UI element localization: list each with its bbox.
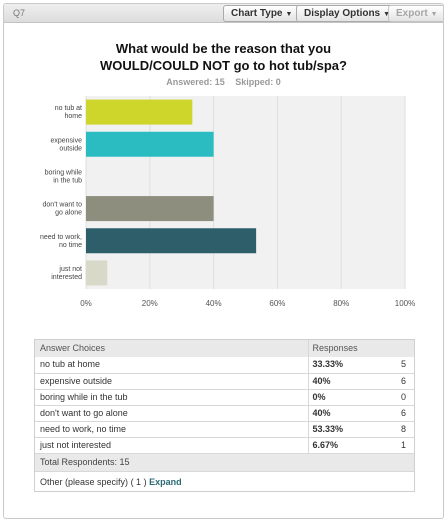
- table-row: just not interested 6.67% 1: [35, 437, 414, 453]
- table-header: Answer Choices Responses: [35, 340, 414, 357]
- bar[interactable]: [86, 99, 193, 125]
- answered-count: Answered: 15: [166, 77, 225, 87]
- question-panel: Q7 Chart Type ▼ Display Options ▼ Export ▼ …: [3, 3, 444, 519]
- responses-table: Answer Choices Responses no tub at home 3…: [34, 339, 415, 492]
- chevron-down-icon: ▼: [383, 11, 391, 18]
- answer-choice: expensive outside: [35, 374, 309, 389]
- response-count: 0: [400, 392, 406, 402]
- x-tick-label: 100%: [395, 299, 415, 308]
- table-row: expensive outside 40% 6: [35, 373, 414, 389]
- answer-choice: need to work, no time: [35, 422, 309, 437]
- response-stats: Answered: 15 Skipped: 0: [4, 77, 443, 87]
- bar[interactable]: [86, 260, 108, 286]
- category-label: just not interested: [51, 266, 82, 281]
- bar[interactable]: [86, 228, 257, 254]
- response-percent: 53.33%: [312, 424, 344, 434]
- export-label: Export: [396, 8, 428, 19]
- response-percent: 0%: [312, 392, 326, 402]
- x-tick-label: 60%: [269, 299, 285, 308]
- bar[interactable]: [86, 131, 214, 157]
- total-respondents: Total Respondents: 15: [40, 457, 130, 467]
- table-row: boring while in the tub 0% 0: [35, 389, 414, 405]
- response-count: 5: [400, 359, 406, 369]
- category-label: need to work, no time: [40, 234, 82, 249]
- response-percent: 33.33%: [312, 359, 344, 369]
- answer-choice: no tub at home: [35, 357, 309, 373]
- responses-header: Responses: [312, 343, 358, 353]
- other-count: ( 1 ): [130, 477, 147, 487]
- x-tick-label: 0%: [80, 299, 92, 308]
- answer-choice: just not interested: [35, 438, 309, 453]
- category-label: expensive outside: [50, 137, 82, 152]
- export-button[interactable]: Export ▼: [388, 5, 443, 22]
- answer-choice: boring while in the tub: [35, 390, 309, 405]
- category-label: don't want to go alone: [43, 202, 83, 217]
- other-label: Other (please specify): [40, 477, 129, 487]
- bar-chart: 0% 20% 40% 60% 80% 100% no tub at home expensive…: [40, 96, 415, 308]
- response-count: 6: [400, 408, 406, 418]
- x-tick-label: 20%: [142, 299, 158, 308]
- skipped-count: Skipped: 0: [235, 77, 281, 87]
- display-options-button[interactable]: Display Options ▼: [296, 5, 399, 22]
- response-count: 6: [400, 376, 406, 386]
- response-percent: 40%: [312, 376, 331, 386]
- chart-type-label: Chart Type: [231, 8, 283, 19]
- answer-choices-header: Answer Choices: [35, 340, 309, 357]
- table-row: no tub at home 33.33% 5: [35, 357, 414, 373]
- total-respondents-row: Total Respondents: 15: [35, 453, 414, 471]
- response-count: 8: [400, 424, 406, 434]
- response-percent: 6.67%: [312, 440, 339, 450]
- x-tick-label: 40%: [206, 299, 222, 308]
- other-responses-row: Other (please specify) ( 1 ) Expand: [35, 471, 414, 491]
- display-options-label: Display Options: [304, 8, 381, 19]
- x-tick-label: 80%: [333, 299, 349, 308]
- question-title: What would be the reason that you WOULD/…: [4, 40, 443, 74]
- table-row: need to work, no time 53.33% 8: [35, 421, 414, 437]
- answer-choice: don't want to go alone: [35, 406, 309, 421]
- question-title-line-2: WOULD/COULD NOT go to hot tub/spa?: [100, 58, 347, 73]
- question-toolbar: Q7 Chart Type ▼ Display Options ▼ Export ▼: [4, 4, 443, 23]
- category-label: no tub at home: [55, 105, 82, 120]
- category-label: boring while in the tub: [45, 169, 82, 184]
- table-row: don't want to go alone 40% 6: [35, 405, 414, 421]
- chevron-down-icon: ▼: [430, 11, 438, 18]
- response-percent: 40%: [312, 408, 331, 418]
- bar[interactable]: [86, 196, 214, 222]
- response-count: 1: [400, 440, 406, 450]
- plot-area: [86, 96, 405, 289]
- expand-link[interactable]: Expand: [149, 477, 182, 487]
- question-number: Q7: [13, 8, 26, 18]
- question-title-line-1: What would be the reason that you: [115, 41, 332, 56]
- chevron-down-icon: ▼: [285, 11, 293, 18]
